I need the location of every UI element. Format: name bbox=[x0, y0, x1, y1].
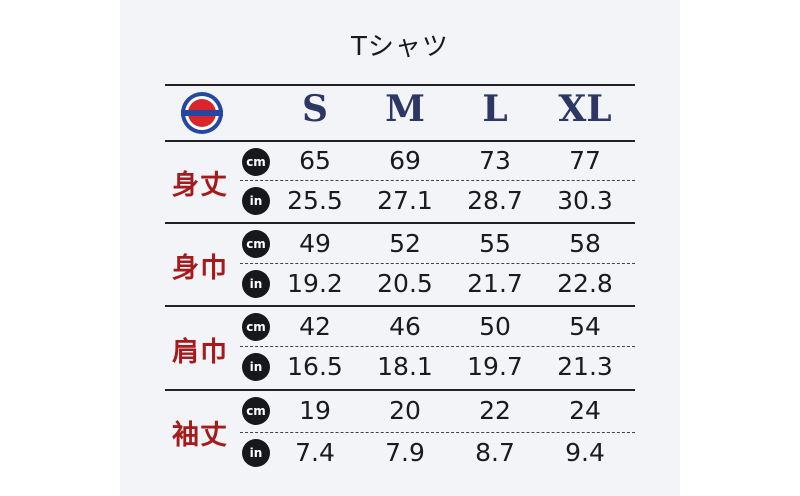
value-cell: 7.4 bbox=[295, 438, 335, 467]
value-cell: 58 bbox=[569, 229, 601, 258]
value-cell: 20.5 bbox=[377, 269, 433, 298]
value-cell: 27.1 bbox=[377, 186, 433, 215]
value-cell: 49 bbox=[299, 229, 331, 258]
measure-label-width: 身巾 bbox=[172, 253, 228, 284]
header-rule bbox=[165, 140, 635, 142]
size-header-s: S bbox=[302, 88, 328, 130]
row-divider bbox=[240, 180, 635, 181]
value-cell: 7.9 bbox=[385, 438, 425, 467]
value-cell: 22.8 bbox=[557, 269, 613, 298]
value-cell: 69 bbox=[389, 146, 421, 175]
size-chart-panel: Tシャツ S M L XL 身丈 cm 65 69 73 77 in 25.5 … bbox=[120, 0, 680, 496]
value-cell: 54 bbox=[569, 312, 601, 341]
section-rule bbox=[165, 222, 635, 224]
value-cell: 52 bbox=[389, 229, 421, 258]
value-cell: 8.7 bbox=[475, 438, 515, 467]
unit-badge-in: in bbox=[242, 353, 270, 381]
japan-underground-logo bbox=[181, 92, 223, 134]
value-cell: 55 bbox=[479, 229, 511, 258]
value-cell: 21.7 bbox=[467, 269, 523, 298]
value-cell: 42 bbox=[299, 312, 331, 341]
value-cell: 22 bbox=[479, 396, 511, 425]
unit-badge-in: in bbox=[242, 187, 270, 215]
value-cell: 16.5 bbox=[287, 352, 343, 381]
size-header-l: L bbox=[482, 88, 508, 130]
chart-title: Tシャツ bbox=[351, 32, 449, 62]
unit-badge-in: in bbox=[242, 270, 270, 298]
value-cell: 46 bbox=[389, 312, 421, 341]
unit-badge-cm: cm bbox=[242, 397, 270, 425]
value-cell: 24 bbox=[569, 396, 601, 425]
row-divider bbox=[240, 263, 635, 264]
size-header-xl: XL bbox=[558, 88, 612, 130]
measure-label-shoulder: 肩巾 bbox=[172, 337, 228, 368]
unit-badge-cm: cm bbox=[242, 148, 270, 176]
measure-label-sleeve: 袖丈 bbox=[172, 420, 228, 451]
value-cell: 65 bbox=[299, 146, 331, 175]
value-cell: 19.7 bbox=[467, 352, 523, 381]
value-cell: 30.3 bbox=[557, 186, 613, 215]
value-cell: 28.7 bbox=[467, 186, 523, 215]
value-cell: 19 bbox=[299, 396, 331, 425]
value-cell: 20 bbox=[389, 396, 421, 425]
size-header-m: M bbox=[385, 88, 425, 130]
unit-badge-in: in bbox=[242, 439, 270, 467]
value-cell: 9.4 bbox=[565, 438, 605, 467]
row-divider bbox=[240, 432, 635, 433]
value-cell: 77 bbox=[569, 146, 601, 175]
top-rule bbox=[165, 84, 635, 86]
section-rule bbox=[165, 305, 635, 307]
value-cell: 19.2 bbox=[287, 269, 343, 298]
value-cell: 18.1 bbox=[377, 352, 433, 381]
row-divider bbox=[240, 346, 635, 347]
unit-badge-cm: cm bbox=[242, 230, 270, 258]
value-cell: 73 bbox=[479, 146, 511, 175]
unit-badge-cm: cm bbox=[242, 313, 270, 341]
value-cell: 21.3 bbox=[557, 352, 613, 381]
value-cell: 50 bbox=[479, 312, 511, 341]
section-rule bbox=[165, 389, 635, 391]
value-cell: 25.5 bbox=[287, 186, 343, 215]
measure-label-length: 身丈 bbox=[172, 170, 228, 201]
